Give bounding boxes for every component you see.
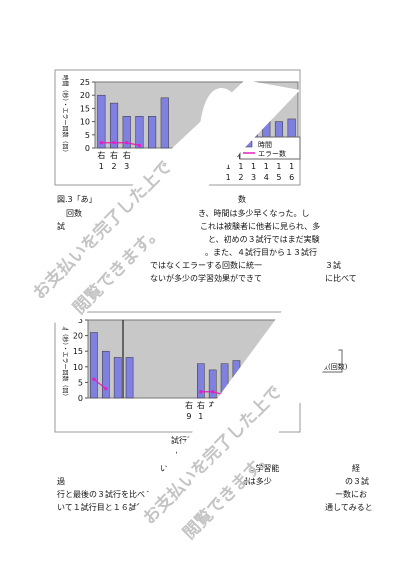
paragraph-text: ではなくエラーする回数に統一 — [150, 260, 262, 270]
y-tick-label: 20 — [80, 91, 90, 100]
paragraph-text: ３試 — [325, 260, 341, 270]
y-axis-label: 時間（秒）・エラー回数（回） — [61, 318, 69, 399]
paragraph-text: に比べて — [325, 273, 357, 283]
paragraph-text: 経 — [352, 463, 360, 473]
y-tick-label: 15 — [73, 347, 83, 356]
y-tick-label: 5 — [78, 378, 83, 387]
caption: 図.3「あ」 — [57, 195, 97, 204]
legend-label: 時間 — [258, 141, 272, 149]
bar — [102, 350, 110, 399]
y-tick-label: 0 — [85, 144, 90, 153]
paragraph-text: き、時間は多少早くなった。し — [198, 208, 309, 218]
paragraph-text: と、初めの３試行ではまだ実験 — [208, 234, 320, 244]
paragraph-text: 試 — [57, 221, 65, 231]
bar — [113, 357, 122, 399]
watermark-arch — [198, 88, 245, 150]
bar — [160, 97, 169, 149]
legend-label: エラー数 — [258, 149, 286, 158]
y-tick-label: 10 — [73, 363, 83, 372]
bar — [208, 369, 217, 399]
y-tick-label: 0 — [78, 394, 83, 403]
y-tick-label: 10 — [80, 118, 90, 127]
bar — [148, 116, 157, 149]
paragraph-text: 回数 — [66, 208, 82, 218]
bar — [90, 332, 98, 399]
y-tick-label: 20 — [73, 332, 83, 341]
paragraph-text: 過 — [57, 476, 65, 486]
paragraph-text: 。また、４試行目から１３試行 — [205, 247, 317, 257]
x-axis-label: 試行数 — [171, 435, 195, 445]
paragraph-text: ー数にお — [335, 489, 367, 499]
bar — [97, 94, 106, 149]
bar — [135, 116, 144, 149]
watermark-band — [120, 300, 360, 555]
bar — [125, 357, 134, 399]
paragraph-text: いて１試行目と１６試行目を比べると回数 — [57, 502, 209, 512]
bar — [109, 102, 119, 149]
caption: 数 — [238, 194, 246, 204]
y-tick-label: 25 — [80, 78, 90, 87]
paragraph-text: 通してみると — [325, 502, 373, 512]
bar — [197, 363, 205, 399]
paragraph-text: これは被験者に他者に見られ、多 — [200, 221, 320, 231]
bar — [122, 116, 131, 149]
y-tick-label: 5 — [85, 131, 90, 140]
paragraph-text: ないが多少の学習効果ができて — [150, 273, 262, 283]
paragraph-text: の３試 — [345, 476, 369, 486]
y-axis-label: 時間（秒）・エラー回数（回） — [61, 74, 69, 155]
y-tick-label: 15 — [80, 104, 90, 113]
paragraph-text: 行と最後の３試行を比べると全体で見るよりも — [57, 489, 225, 499]
